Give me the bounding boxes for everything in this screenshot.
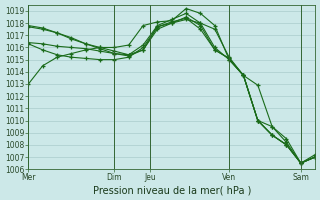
X-axis label: Pression niveau de la mer( hPa ): Pression niveau de la mer( hPa ) bbox=[92, 185, 251, 195]
